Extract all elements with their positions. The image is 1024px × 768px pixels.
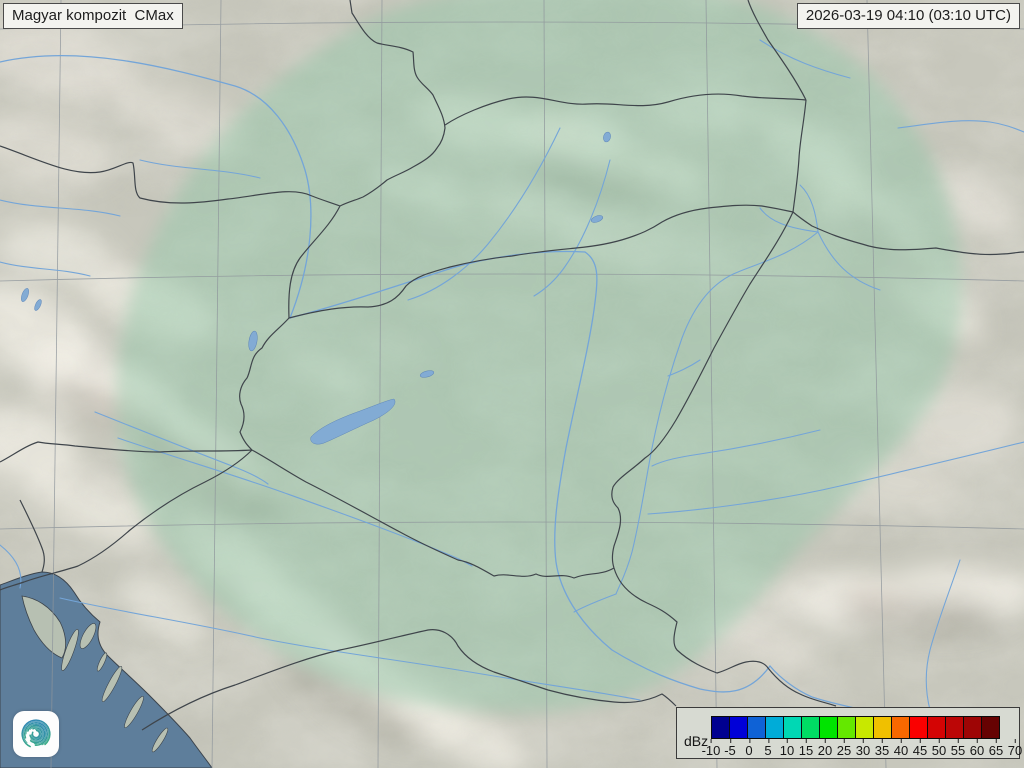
lake-velence bbox=[419, 370, 435, 378]
legend-color-cell bbox=[765, 716, 784, 739]
country-borders bbox=[0, 0, 1024, 731]
legend-color-cell bbox=[981, 716, 1000, 739]
legend-color-cell bbox=[891, 716, 910, 739]
legend-color-cell bbox=[801, 716, 820, 739]
met-logo bbox=[13, 711, 59, 757]
timestamp-box: 2026-03-19 04:10 (03:10 UTC) bbox=[796, 3, 1020, 29]
legend-tick-label: 45 bbox=[912, 739, 928, 758]
legend-tick-label: 5 bbox=[764, 739, 772, 758]
radar-coverage-area bbox=[116, 0, 962, 713]
legend-unit-label: dBz bbox=[684, 733, 709, 749]
lake-balaton bbox=[310, 398, 396, 445]
legend-color-cell bbox=[819, 716, 838, 739]
legend-tick-label: 15 bbox=[798, 739, 814, 758]
lake-neusiedl bbox=[248, 330, 258, 352]
product-title-box: Magyar kompozit CMax bbox=[3, 3, 183, 29]
legend-color-cell bbox=[873, 716, 892, 739]
legend-tick-label: 25 bbox=[836, 739, 852, 758]
legend-color-cell bbox=[711, 716, 730, 739]
legend-tick-label: 50 bbox=[931, 739, 947, 758]
legend-tick-label: 40 bbox=[893, 739, 909, 758]
lakes bbox=[21, 131, 611, 445]
legend-tick-label: -5 bbox=[724, 739, 736, 758]
legend-color-cell bbox=[963, 716, 982, 739]
legend-tick-label: 70 bbox=[1007, 739, 1023, 758]
dbz-legend: dBz -10 -5 0 5 10 15 20 25 30 35 40 45 50 55 60 65 70 bbox=[676, 707, 1022, 759]
adriatic-islands bbox=[61, 623, 169, 753]
legend-tick-label: 30 bbox=[855, 739, 871, 758]
legend-color-cell bbox=[855, 716, 874, 739]
legend-tick-labels: -10 -5 0 5 10 15 20 25 30 35 40 45 50 55 60 65 70 bbox=[702, 739, 1022, 758]
legend-color-cell bbox=[945, 716, 964, 739]
legend-tick-label: -10 bbox=[701, 739, 721, 758]
legend-color-cell bbox=[927, 716, 946, 739]
legend-tick-label: 60 bbox=[969, 739, 985, 758]
legend-tick-label: 55 bbox=[950, 739, 966, 758]
legend-color-cell bbox=[747, 716, 766, 739]
legend-color-cell bbox=[783, 716, 802, 739]
legend-color-cell bbox=[729, 716, 748, 739]
legend-color-cell bbox=[837, 716, 856, 739]
legend-tick-label: 10 bbox=[779, 739, 795, 758]
legend-color-bar bbox=[711, 716, 1000, 739]
istria-peninsula bbox=[21, 595, 66, 659]
legend-color-cell bbox=[909, 716, 928, 739]
legend-tick-label: 65 bbox=[988, 739, 1004, 758]
legend-tick-label: 20 bbox=[817, 739, 833, 758]
met-spiral-icon bbox=[21, 719, 51, 749]
legend-tick-label: 35 bbox=[874, 739, 890, 758]
legend-tick-label: 0 bbox=[745, 739, 753, 758]
